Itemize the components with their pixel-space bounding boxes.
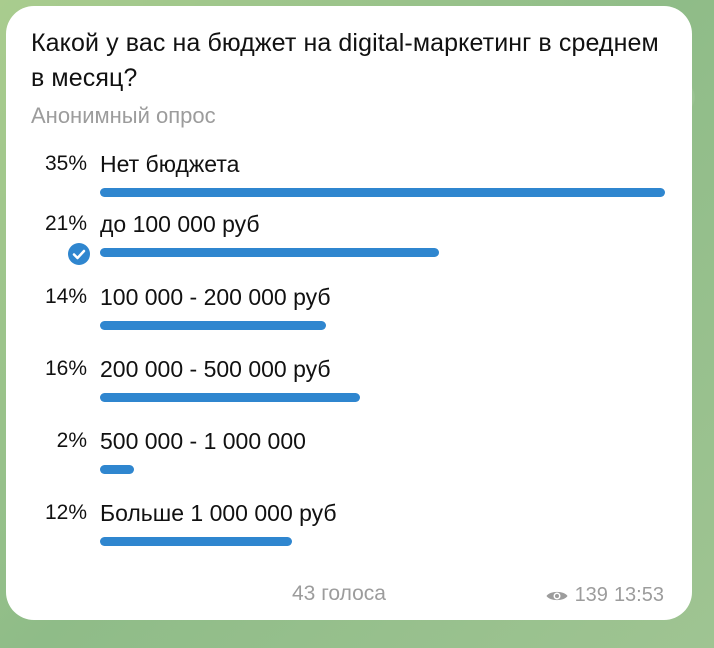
poll-option-3[interactable]: 14% 100 000 - 200 000 руб [6,283,692,343]
option-label: 200 000 - 500 000 руб [100,356,331,382]
option-label: 500 000 - 1 000 000 [100,428,306,454]
poll-option-2[interactable]: 21% до 100 000 руб [6,210,692,270]
option-result-bar [100,465,134,474]
option-percent: 14% [44,285,87,308]
poll-option-1[interactable]: 35% Нет бюджета [6,150,692,210]
poll-type-label: Анонимный опрос [31,103,216,128]
option-percent: 21% [44,212,87,235]
poll-option-4[interactable]: 16% 200 000 - 500 000 руб [6,355,692,415]
poll-message-bubble: Какой у вас на бюджет на digital-маркети… [6,6,692,620]
option-result-bar [100,248,439,257]
check-circle-icon [68,243,90,265]
poll-option-5[interactable]: 2% 500 000 - 1 000 000 [6,427,692,487]
option-label: Больше 1 000 000 руб [100,500,337,526]
option-label: до 100 000 руб [100,211,260,237]
eye-icon [545,588,569,604]
views-count: 139 [574,584,608,606]
option-result-bar [100,321,326,330]
option-result-bar [100,393,360,402]
message-time: 13:53 [613,584,664,606]
votes-count[interactable]: 43 голоса [292,582,386,605]
message-meta: 139 13:53 [545,584,664,607]
option-percent: 35% [44,152,87,175]
poll-question: Какой у вас на бюджет на digital-маркети… [31,29,659,92]
poll-option-6[interactable]: 12% Больше 1 000 000 руб [6,499,692,559]
option-percent: 16% [44,357,87,380]
option-result-bar [100,537,292,546]
option-result-bar [100,188,665,197]
option-percent: 12% [44,501,87,524]
option-label: Нет бюджета [100,151,240,177]
option-label: 100 000 - 200 000 руб [100,284,331,310]
option-percent: 2% [56,429,87,452]
bubble-tail [6,574,32,600]
